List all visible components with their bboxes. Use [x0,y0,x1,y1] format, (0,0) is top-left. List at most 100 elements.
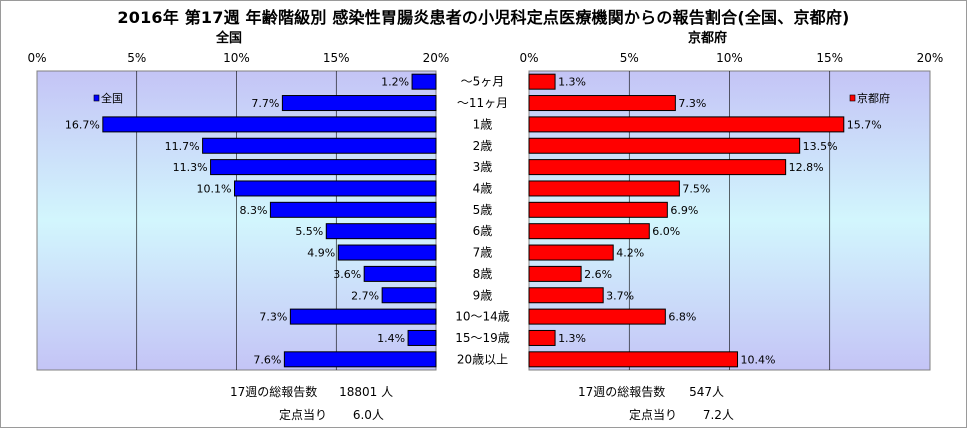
chart-title: 2016年 第17週 年齢階級別 感染性胃腸炎患者の小児科定点医療機関からの報告… [117,8,850,27]
legend-swatch-right [849,94,856,102]
left-data-label: 7.6% [253,353,281,366]
right-bar [528,137,801,154]
right-bar [528,201,668,218]
right-bar [528,287,604,304]
right-bar [528,308,666,325]
left-data-label: 5.5% [295,225,323,238]
right-per-site-label: 定点当り [629,408,678,422]
right-tick-label: 0% [519,51,538,65]
right-per-site-value: 7.2人 [702,408,734,422]
left-bar [283,351,437,368]
left-bar [337,244,437,261]
left-total-value: 18801 人 [339,385,394,399]
left-bar [210,159,437,176]
left-total-label: 17週の総報告数 [230,385,318,399]
right-tick-label: 20% [917,51,944,65]
legend-label-left: 全国 [101,91,123,105]
left-data-label: 4.9% [307,247,335,260]
category-label: 20歳以上 [457,352,508,366]
right-total-row: 17週の総報告数 547人 [578,383,724,400]
right-total-label: 17週の総報告数 [578,385,666,399]
right-data-label: 6.9% [670,204,698,217]
right-data-label: 3.7% [606,289,634,302]
category-label: ～5ヶ月 [461,75,505,89]
right-bar [528,73,556,90]
category-label: 3歳 [473,160,493,174]
legend-label-right: 京都府 [857,91,890,105]
right-bar [528,351,739,368]
right-tick-label: 15% [816,51,843,65]
right-bar [528,180,680,197]
left-bar [411,73,437,90]
right-data-label: 4.2% [616,247,644,260]
left-data-label: 10.1% [197,182,232,195]
category-label: 8歳 [473,267,493,281]
right-data-label: 2.6% [584,268,612,281]
left-bar [234,180,437,197]
right-total-value: 547人 [689,385,725,399]
left-bar [289,308,437,325]
legend-swatch-left [93,94,100,102]
right-panel-header: 京都府 [688,31,728,46]
left-bar [325,223,437,240]
right-data-label: 7.5% [682,182,710,195]
category-label: 9歳 [473,288,493,302]
left-bar [281,95,437,112]
left-data-label: 1.4% [377,332,405,345]
category-label: 10～14歳 [455,310,510,324]
left-bar [407,329,437,346]
left-panel-header: 全国 [216,31,243,46]
left-per-site-label: 定点当り [279,408,328,422]
category-label: 6歳 [473,224,493,238]
right-data-label: 7.3% [678,97,706,110]
left-data-label: 7.3% [259,311,287,324]
left-bar [102,116,437,133]
right-tick-label: 5% [620,51,639,65]
left-data-label: 11.3% [173,161,208,174]
left-bar [269,201,437,218]
category-label: ～11ヶ月 [457,96,508,110]
category-label: 7歳 [473,246,493,260]
right-data-label: 1.3% [558,332,586,345]
right-data-label: 12.8% [789,161,824,174]
category-label: 1歳 [473,117,493,131]
left-tick-label: 0% [27,51,46,65]
category-label: 5歳 [473,203,493,217]
left-tick-label: 10% [223,51,250,65]
left-tick-label: 15% [323,51,350,65]
right-per-site-row: 定点当り 7.2人 [629,406,734,423]
category-label: 15～19歳 [455,331,510,345]
left-per-site-value: 6.0人 [352,408,384,422]
left-bar [381,287,437,304]
right-data-label: 10.4% [741,353,776,366]
right-data-label: 6.8% [668,311,696,324]
category-label: 4歳 [473,181,493,195]
left-bar [202,137,437,154]
right-bar [528,116,845,133]
left-per-site-row: 定点当り 6.0人 [279,406,384,423]
right-bar [528,223,650,240]
left-data-label: 2.7% [351,289,379,302]
left-tick-label: 5% [127,51,146,65]
right-tick-label: 10% [716,51,743,65]
category-label: 2歳 [473,139,493,153]
right-bar [528,95,676,112]
right-bar [528,159,787,176]
right-data-label: 6.0% [652,225,680,238]
right-data-label: 15.7% [847,118,882,131]
left-data-label: 7.7% [251,97,279,110]
left-total-row: 17週の総報告数 18801 人 [230,383,393,400]
left-bar [363,265,437,282]
left-data-label: 3.6% [333,268,361,281]
right-data-label: 1.3% [558,76,586,89]
right-bar [528,244,614,261]
right-bar [528,265,582,282]
right-bar [528,329,556,346]
left-data-label: 16.7% [65,118,100,131]
left-data-label: 1.2% [381,76,409,89]
right-data-label: 13.5% [803,140,838,153]
left-data-label: 8.3% [239,204,267,217]
left-data-label: 11.7% [165,140,200,153]
left-tick-label: 20% [423,51,450,65]
